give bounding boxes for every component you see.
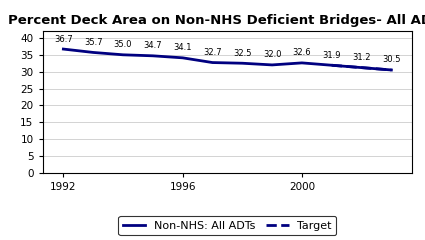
Text: 36.7: 36.7 <box>54 35 73 43</box>
Text: 30.5: 30.5 <box>382 55 401 64</box>
Text: 34.7: 34.7 <box>144 41 162 50</box>
Text: 32.0: 32.0 <box>263 50 281 59</box>
Text: 34.1: 34.1 <box>173 43 192 52</box>
Text: 35.0: 35.0 <box>114 40 132 49</box>
Text: 35.7: 35.7 <box>84 38 102 47</box>
Text: 31.9: 31.9 <box>323 51 341 60</box>
Title: Percent Deck Area on Non-NHS Deficient Bridges- All ADTs: Percent Deck Area on Non-NHS Deficient B… <box>8 14 425 27</box>
Text: 32.6: 32.6 <box>292 48 311 57</box>
Text: 32.7: 32.7 <box>203 48 222 57</box>
Legend: Non-NHS: All ADTs, Target: Non-NHS: All ADTs, Target <box>118 216 337 235</box>
Text: 32.5: 32.5 <box>233 49 252 58</box>
Text: 31.2: 31.2 <box>352 53 371 62</box>
